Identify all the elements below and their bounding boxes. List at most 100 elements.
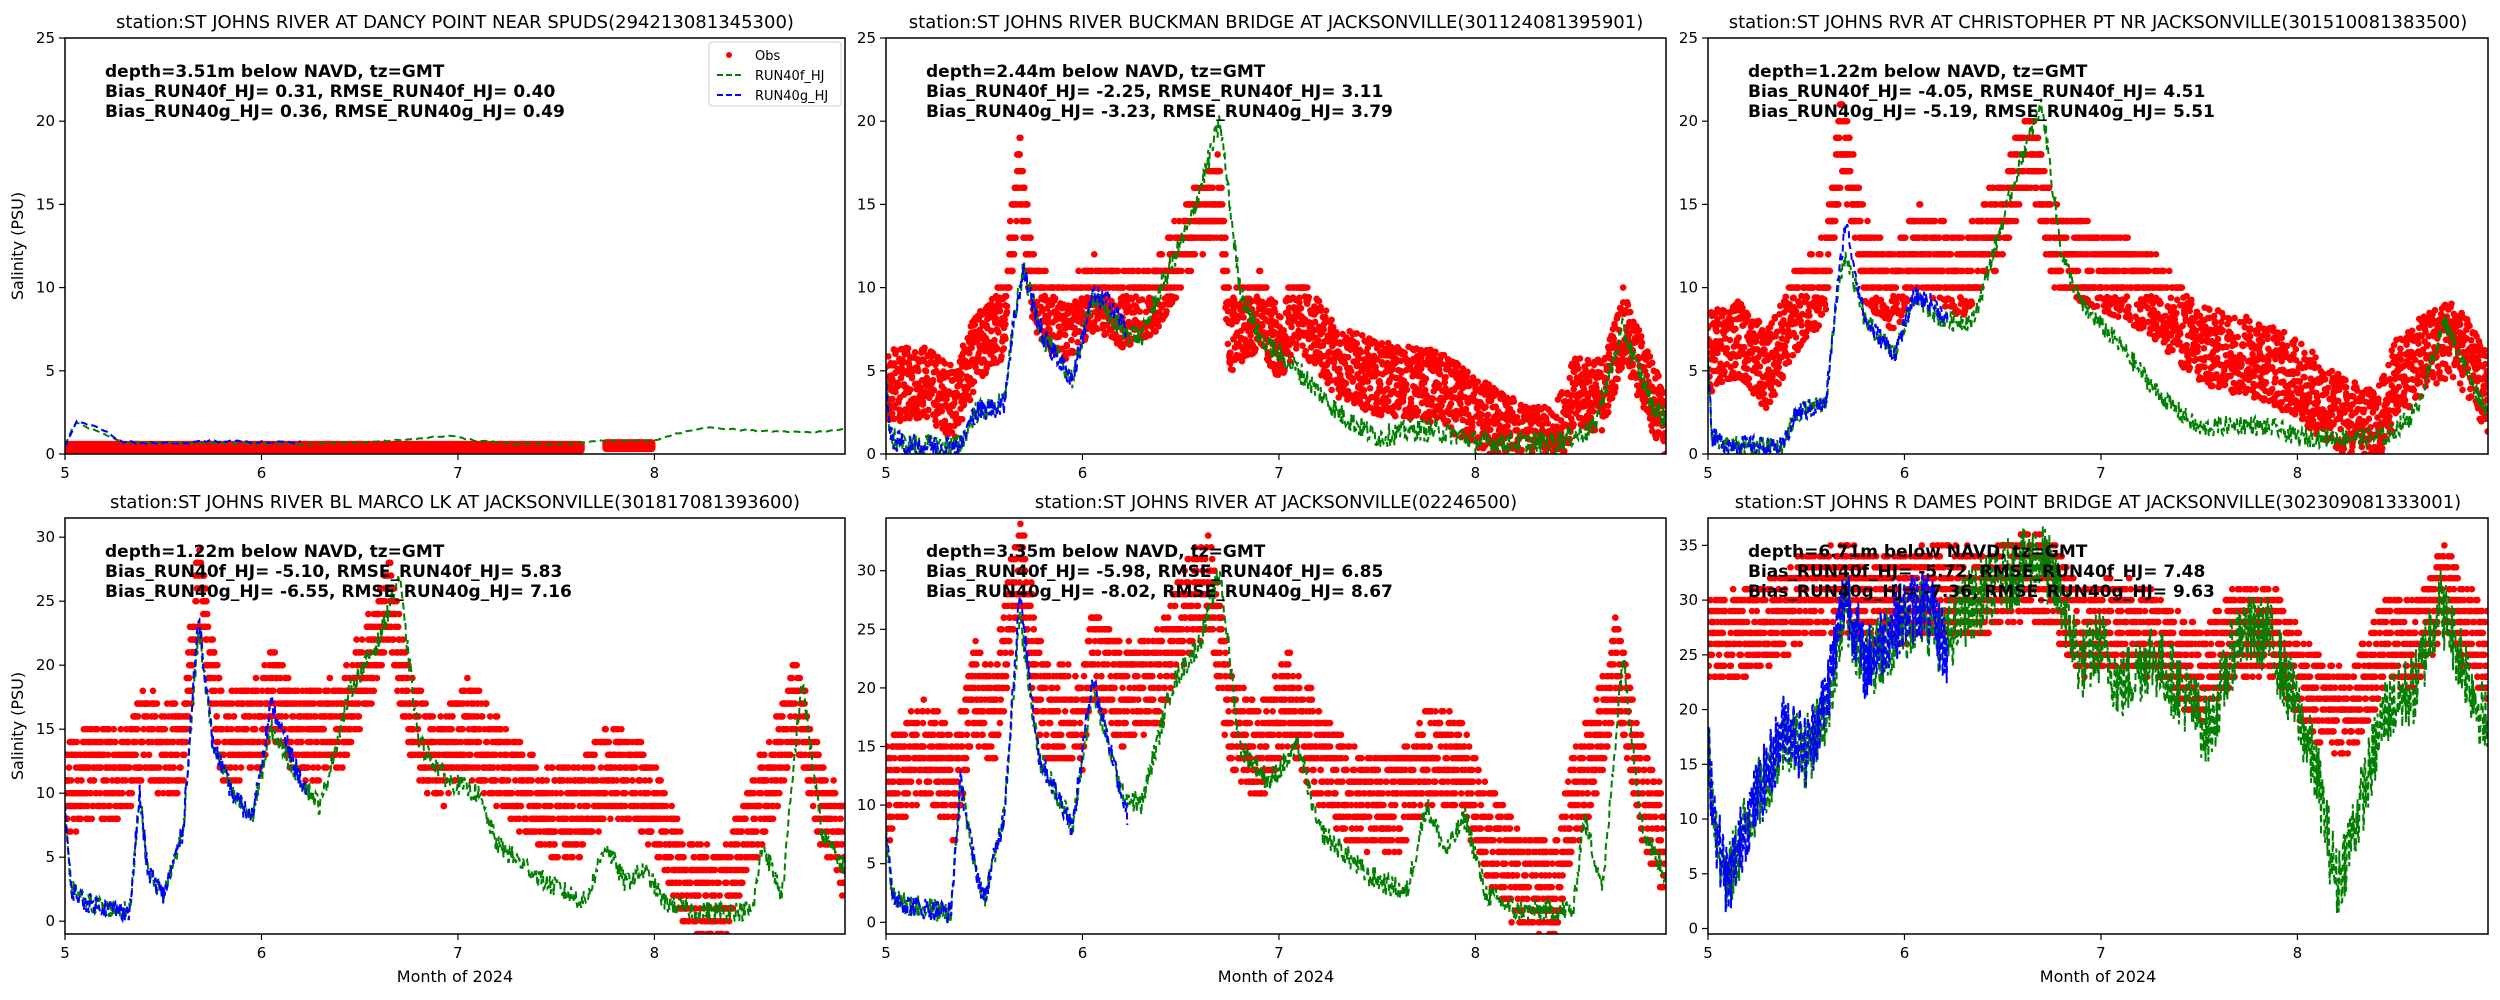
obs-point	[993, 344, 1001, 352]
obs-point	[908, 374, 916, 382]
obs-point	[923, 413, 931, 421]
obs-point	[1447, 400, 1455, 407]
obs-point	[1947, 251, 1955, 258]
obs-point	[1009, 267, 1016, 275]
obs-point	[932, 422, 940, 429]
obs-point	[1384, 385, 1391, 393]
obs-point	[1504, 422, 1511, 430]
obs-point	[1391, 412, 1399, 420]
obs-point	[1013, 217, 1020, 225]
obs-point	[1432, 348, 1439, 356]
obs-point	[1608, 394, 1616, 402]
obs-point	[1178, 267, 1185, 275]
obs-point	[2074, 267, 2082, 275]
obs-point	[1822, 305, 1830, 313]
obs-point	[1222, 251, 1229, 258]
stats-annotation-line: Bias_RUN40g_HJ= -3.23, RMSE_RUN40g_HJ= 3…	[926, 102, 1393, 122]
obs-point	[2188, 296, 2195, 304]
obs-point	[1353, 330, 1361, 337]
obs-point	[1775, 380, 1783, 388]
obs-point	[2063, 234, 2070, 241]
obs-point	[2185, 356, 2193, 363]
x-tick-label: 6	[1078, 464, 1088, 482]
obs-point	[1762, 404, 1770, 412]
obs-point	[2126, 316, 2134, 324]
obs-point	[1612, 383, 1619, 390]
obs-point	[1835, 201, 1842, 208]
obs-point	[988, 301, 996, 309]
obs-point	[1229, 366, 1236, 374]
y-tick-label: 25	[36, 29, 55, 47]
obs-point	[1614, 375, 1621, 383]
obs-point	[1468, 423, 1476, 430]
obs-point	[1090, 251, 1098, 258]
obs-point	[1414, 408, 1422, 415]
obs-point	[1102, 329, 1110, 337]
obs-point	[1417, 365, 1425, 372]
obs-point	[1355, 362, 1362, 369]
obs-point	[1017, 134, 1024, 142]
obs-point	[2201, 363, 2208, 371]
obs-point	[1422, 375, 1430, 382]
obs-point	[1739, 304, 1746, 312]
obs-point	[1296, 299, 1303, 306]
obs-point	[1068, 336, 1075, 344]
plot-area	[65, 419, 844, 454]
obs-point	[1821, 300, 1829, 308]
obs-point	[1586, 377, 1593, 385]
obs-point	[1349, 378, 1357, 385]
obs-point	[1138, 296, 1146, 303]
obs-point	[1152, 328, 1159, 335]
obs-point	[1377, 381, 1384, 388]
obs-point	[1493, 390, 1500, 398]
obs-point	[1021, 184, 1028, 192]
obs-point	[1019, 167, 1027, 175]
subplot-3: station:ST JOHNS RVR AT CHRISTOPHER PT N…	[1679, 12, 2489, 482]
axes-frame	[885, 37, 1667, 455]
obs-point	[1604, 408, 1612, 416]
obs-point	[1247, 332, 1254, 339]
obs-point	[1421, 386, 1429, 394]
obs-point	[1784, 352, 1791, 360]
obs-point	[1482, 403, 1489, 411]
obs-point	[1890, 324, 1897, 332]
obs-point	[932, 417, 939, 424]
obs-point	[1967, 267, 1975, 275]
obs-point	[1784, 327, 1792, 334]
obs-point	[1063, 343, 1071, 350]
obs-point	[1465, 378, 1473, 386]
obs-point	[1024, 201, 1031, 208]
obs-point	[1721, 308, 1729, 316]
obs-point	[1859, 201, 1867, 208]
obs-point	[1721, 368, 1728, 375]
obs-point	[1992, 267, 1999, 275]
obs-point	[1314, 337, 1322, 344]
obs-point	[1808, 251, 1816, 258]
obs-point	[1850, 151, 1857, 158]
obs-point	[1806, 312, 1813, 319]
obs-point	[996, 307, 1004, 315]
obs-point	[1518, 446, 1526, 454]
obs-point	[1292, 345, 1300, 352]
obs-point	[1818, 310, 1826, 318]
stats-annotation-line: Bias_RUN40f_HJ= -2.25, RMSE_RUN40f_HJ= 3…	[926, 82, 1383, 102]
obs-point	[991, 336, 998, 344]
obs-point	[1311, 318, 1319, 326]
obs-point	[1876, 234, 1884, 241]
obs-point	[1444, 417, 1452, 425]
obs-point	[929, 350, 937, 357]
obs-point	[1750, 389, 1757, 397]
obs-point	[1357, 348, 1364, 356]
obs-point	[2170, 304, 2178, 311]
obs-point	[1626, 308, 1634, 316]
obs-point	[958, 415, 966, 423]
obs-point	[888, 410, 896, 417]
obs-point	[1175, 217, 1183, 225]
obs-point	[2173, 309, 2180, 317]
obs-point	[1006, 284, 1013, 291]
y-tick-label: 0	[45, 445, 55, 463]
obs-point	[2177, 330, 2184, 338]
y-tick-label: 10	[857, 279, 876, 297]
obs-point	[1940, 217, 1948, 225]
obs-point	[1297, 305, 1305, 312]
